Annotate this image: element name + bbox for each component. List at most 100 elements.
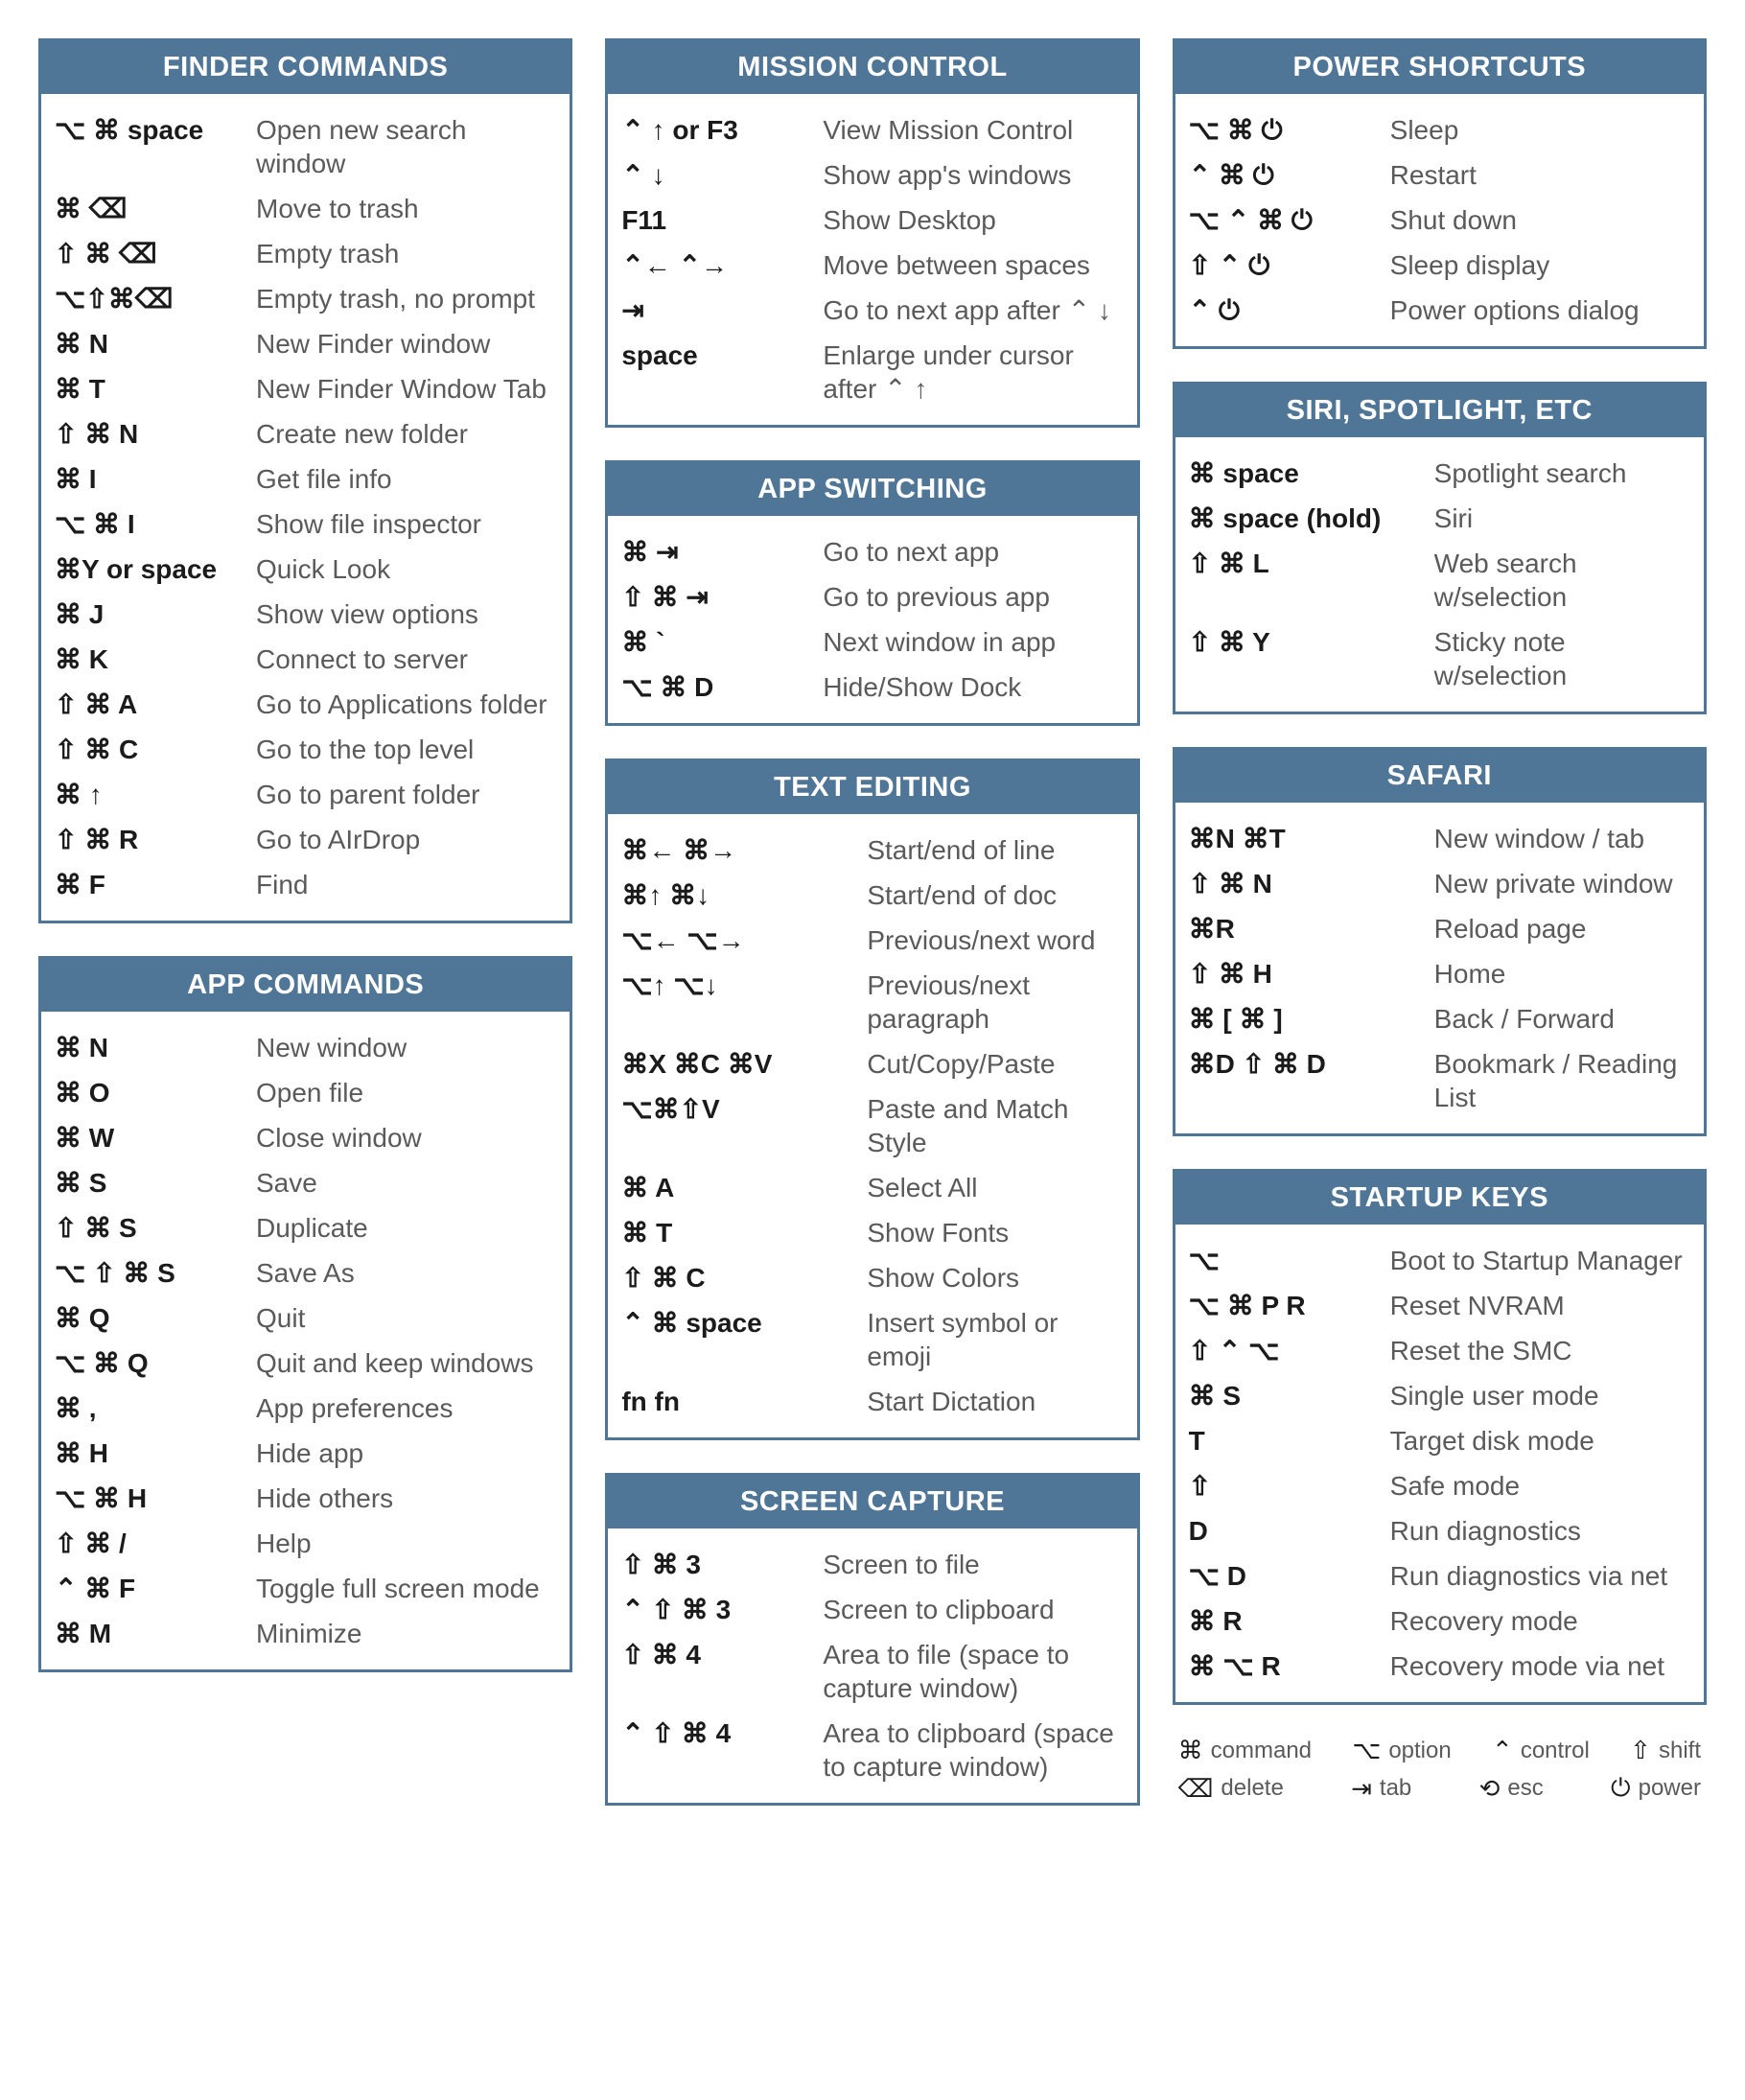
shortcut-desc: Show Desktop [823, 203, 1123, 237]
shortcut-desc: New window [256, 1031, 556, 1064]
column-2: POWER SHORTCUTS⌥ ⌘ ⏻Sleep⌃ ⌘ ⏻Restart⌥ ⌃… [1173, 38, 1707, 1808]
shortcut-row: ⇧ ⌃ ⏻Sleep display [1189, 243, 1690, 288]
shortcut-row: ⌥↑ ⌥↓Previous/next paragraph [621, 963, 1123, 1041]
shortcut-desc: Run diagnostics via net [1390, 1559, 1690, 1593]
shortcut-row: ⌘ spaceSpotlight search [1189, 451, 1690, 496]
shortcut-row: ⌘ IGet file info [55, 456, 556, 502]
shortcut-desc: Help [256, 1527, 556, 1560]
shortcut-desc: Sleep [1390, 113, 1690, 147]
column-0: FINDER COMMANDS⌥ ⌘ spaceOpen new search … [38, 38, 572, 1808]
shortcut-keys: ⌥↑ ⌥↓ [621, 968, 867, 1002]
card-header: APP COMMANDS [41, 959, 570, 1012]
shortcut-keys: ⌃ ⌘ F [55, 1572, 256, 1605]
shortcut-desc: Spotlight search [1434, 456, 1690, 490]
shortcut-desc: Siri [1434, 502, 1690, 535]
shortcut-row: ⇧ ⌘ SDuplicate [55, 1205, 556, 1250]
shortcut-desc: Toggle full screen mode [256, 1572, 556, 1605]
shortcut-keys: ⌘ N [55, 1031, 256, 1064]
shortcut-desc: Safe mode [1390, 1469, 1690, 1503]
shortcut-keys: ⌘ ⌥ R [1189, 1649, 1390, 1683]
legend-label: tab [1380, 1775, 1411, 1802]
shortcut-keys: ⌘X ⌘C ⌘V [621, 1047, 867, 1081]
shortcut-keys: ⌥ ⇧ ⌘ S [55, 1256, 256, 1290]
shortcut-row: ⌥ ⇧ ⌘ SSave As [55, 1250, 556, 1295]
shortcut-row: ⌘ TNew Finder Window Tab [55, 366, 556, 411]
shortcut-keys: ⌘← ⌘→ [621, 833, 867, 867]
legend-item: ⌘command [1178, 1736, 1312, 1765]
shortcut-desc: Hide others [256, 1482, 556, 1515]
shortcut-desc: Show Colors [867, 1261, 1123, 1295]
card-header: POWER SHORTCUTS [1175, 41, 1704, 94]
shortcut-row: ⌃ ⇧ ⌘ 3Screen to clipboard [621, 1587, 1123, 1632]
shortcut-row: ⇧ ⌘ 4Area to file (space to capture wind… [621, 1632, 1123, 1711]
legend-item: ⇥tab [1351, 1773, 1411, 1804]
shortcut-desc: Find [256, 868, 556, 901]
legend-symbol: ⌃ [1492, 1736, 1513, 1765]
shortcut-keys: ⌘↑ ⌘↓ [621, 878, 867, 912]
shortcut-desc: Hide app [256, 1436, 556, 1470]
shortcut-row: ⌃ ↑ or F3View Mission Control [621, 107, 1123, 152]
card: SAFARI⌘N ⌘TNew window / tab⇧ ⌘ NNew priv… [1173, 747, 1707, 1136]
card-header: APP SWITCHING [608, 463, 1136, 516]
shortcut-row: ⌥ ⌃ ⌘ ⏻Shut down [1189, 198, 1690, 243]
shortcut-row: ⌘ JShow view options [55, 592, 556, 637]
shortcut-keys: ⇧ ⌘ ⇥ [621, 580, 823, 614]
shortcut-row: ⌘ ASelect All [621, 1165, 1123, 1210]
shortcut-row: ⌘Y or spaceQuick Look [55, 547, 556, 592]
shortcut-desc: Go to parent folder [256, 778, 556, 811]
shortcut-row: ⌘ [ ⌘ ]Back / Forward [1189, 996, 1690, 1041]
shortcut-keys: ⌘R [1189, 912, 1434, 945]
legend: ⌘command⌥option⌃control⇧shift⌫delete⇥tab… [1173, 1732, 1707, 1808]
shortcut-keys: ⇧ [1189, 1469, 1390, 1503]
legend-row: ⌫delete⇥tab⟲esc⏻power [1176, 1769, 1703, 1808]
card-body: ⌘ ⇥Go to next app⇧ ⌘ ⇥Go to previous app… [608, 516, 1136, 723]
shortcut-keys: F11 [621, 203, 823, 237]
shortcut-row: ⌘ NNew Finder window [55, 321, 556, 366]
shortcut-row: ⇧ ⌘ LWeb search w/selection [1189, 541, 1690, 619]
shortcut-desc: New Finder Window Tab [256, 372, 556, 406]
card-header: SCREEN CAPTURE [608, 1476, 1136, 1528]
shortcut-keys: ⌘ [ ⌘ ] [1189, 1002, 1434, 1036]
shortcut-keys: ⌃ ⇧ ⌘ 4 [621, 1716, 823, 1750]
shortcut-keys: ⌘ O [55, 1076, 256, 1109]
card-header: FINDER COMMANDS [41, 41, 570, 94]
shortcut-row: ⌥ ⌘ ⏻Sleep [1189, 107, 1690, 152]
card: APP COMMANDS⌘ NNew window⌘ OOpen file⌘ W… [38, 956, 572, 1672]
shortcut-desc: Connect to server [256, 642, 556, 676]
shortcut-keys: T [1189, 1424, 1390, 1458]
legend-item: ⏻power [1611, 1773, 1701, 1804]
legend-label: shift [1659, 1738, 1701, 1764]
shortcut-keys: ⌃ ↑ or F3 [621, 113, 823, 147]
shortcut-row: ⇧ ⌘ NCreate new folder [55, 411, 556, 456]
shortcut-row: ⌘ FFind [55, 862, 556, 907]
shortcut-row: ⌘ ⌫Move to trash [55, 186, 556, 231]
shortcut-row: ⇧ ⌘ CGo to the top level [55, 727, 556, 772]
shortcut-row: ⌃ ↓Show app's windows [621, 152, 1123, 198]
shortcut-keys: ⌘ H [55, 1436, 256, 1470]
shortcut-row: ⌥ ⌘ DHide/Show Dock [621, 665, 1123, 710]
shortcut-keys: ⇧ ⌘ ⌫ [55, 237, 256, 270]
shortcut-keys: ⌘ ⌫ [55, 192, 256, 225]
shortcut-keys: ⌘ N [55, 327, 256, 361]
shortcut-keys: ⌘ I [55, 462, 256, 496]
shortcut-desc: Enlarge under cursor after ⌃ ↑ [823, 338, 1123, 406]
shortcut-row: ⌃ ⏻Power options dialog [1189, 288, 1690, 333]
legend-symbol: ⏻ [1611, 1773, 1631, 1804]
card-body: ⌘← ⌘→Start/end of line⌘↑ ⌘↓Start/end of … [608, 814, 1136, 1437]
shortcut-keys: ⌃ ⌘ ⏻ [1189, 158, 1390, 192]
shortcut-desc: Empty trash [256, 237, 556, 270]
legend-item: ⌃control [1492, 1736, 1590, 1765]
shortcut-row: ⌘ ⇥Go to next app [621, 529, 1123, 574]
shortcut-row: ⌥ ⌘ HHide others [55, 1476, 556, 1521]
shortcut-keys: ⌘ space [1189, 456, 1434, 490]
shortcut-keys: ⌘ ⇥ [621, 535, 823, 569]
shortcut-keys: ⌥ ⌃ ⌘ ⏻ [1189, 203, 1390, 237]
shortcut-row: DRun diagnostics [1189, 1508, 1690, 1553]
shortcut-desc: App preferences [256, 1391, 556, 1425]
shortcut-keys: ⌘ T [621, 1216, 867, 1249]
shortcut-keys: ⇧ ⌘ L [1189, 547, 1434, 580]
shortcut-desc: Save [256, 1166, 556, 1200]
shortcut-desc: Restart [1390, 158, 1690, 192]
shortcut-row: ⌥← ⌥→Previous/next word [621, 918, 1123, 963]
shortcut-keys: ⇧ ⌘ 4 [621, 1638, 823, 1671]
